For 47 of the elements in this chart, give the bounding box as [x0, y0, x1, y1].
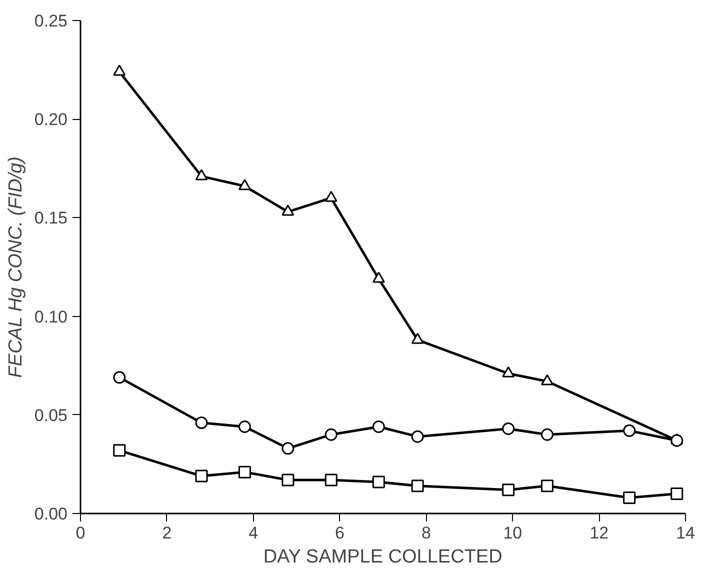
x-tick-label: 0 [76, 524, 86, 542]
point [324, 428, 338, 441]
x-tick-label: 10 [503, 524, 522, 542]
y-tick-label: 0.15 [34, 208, 68, 228]
x-tick-label: 2 [162, 524, 172, 542]
point [282, 442, 294, 455]
point [113, 64, 126, 76]
point [324, 474, 338, 486]
point [670, 488, 684, 500]
point [282, 204, 294, 216]
x-tick-label: 6 [335, 524, 345, 542]
x-axis-title: DAY SAMPLE COLLECTED [263, 546, 502, 568]
point [372, 420, 385, 433]
point [623, 491, 636, 504]
point [195, 416, 208, 430]
point [113, 371, 126, 384]
point [238, 466, 251, 478]
y-tick-label: 0.05 [34, 406, 68, 425]
point [113, 444, 126, 457]
point [372, 476, 385, 488]
point [372, 272, 385, 283]
point [670, 434, 684, 447]
y-tick-label: 0.00 [34, 504, 68, 524]
point [540, 428, 554, 441]
point [502, 366, 515, 378]
point [540, 374, 554, 386]
point [411, 332, 424, 344]
point [411, 430, 424, 443]
point [238, 420, 251, 433]
point [195, 470, 208, 482]
x-tick-label: 4 [248, 524, 258, 542]
point [411, 480, 424, 492]
point [324, 190, 338, 202]
point [195, 169, 208, 180]
y-tick-label: 0.25 [34, 12, 68, 30]
point [540, 480, 554, 492]
x-tick-label: 14 [676, 524, 695, 542]
y-tick-label: 0.10 [34, 307, 68, 326]
point [502, 484, 515, 496]
x-tick-label: 12 [590, 524, 609, 542]
y-tick-label: 0.20 [34, 110, 68, 130]
point [623, 424, 636, 437]
point [238, 179, 251, 190]
point [502, 422, 515, 435]
x-tick-label: 8 [421, 524, 431, 542]
point [282, 474, 294, 486]
y-axis-title: FECAL Hg CONC. (FID/g) [5, 156, 26, 378]
